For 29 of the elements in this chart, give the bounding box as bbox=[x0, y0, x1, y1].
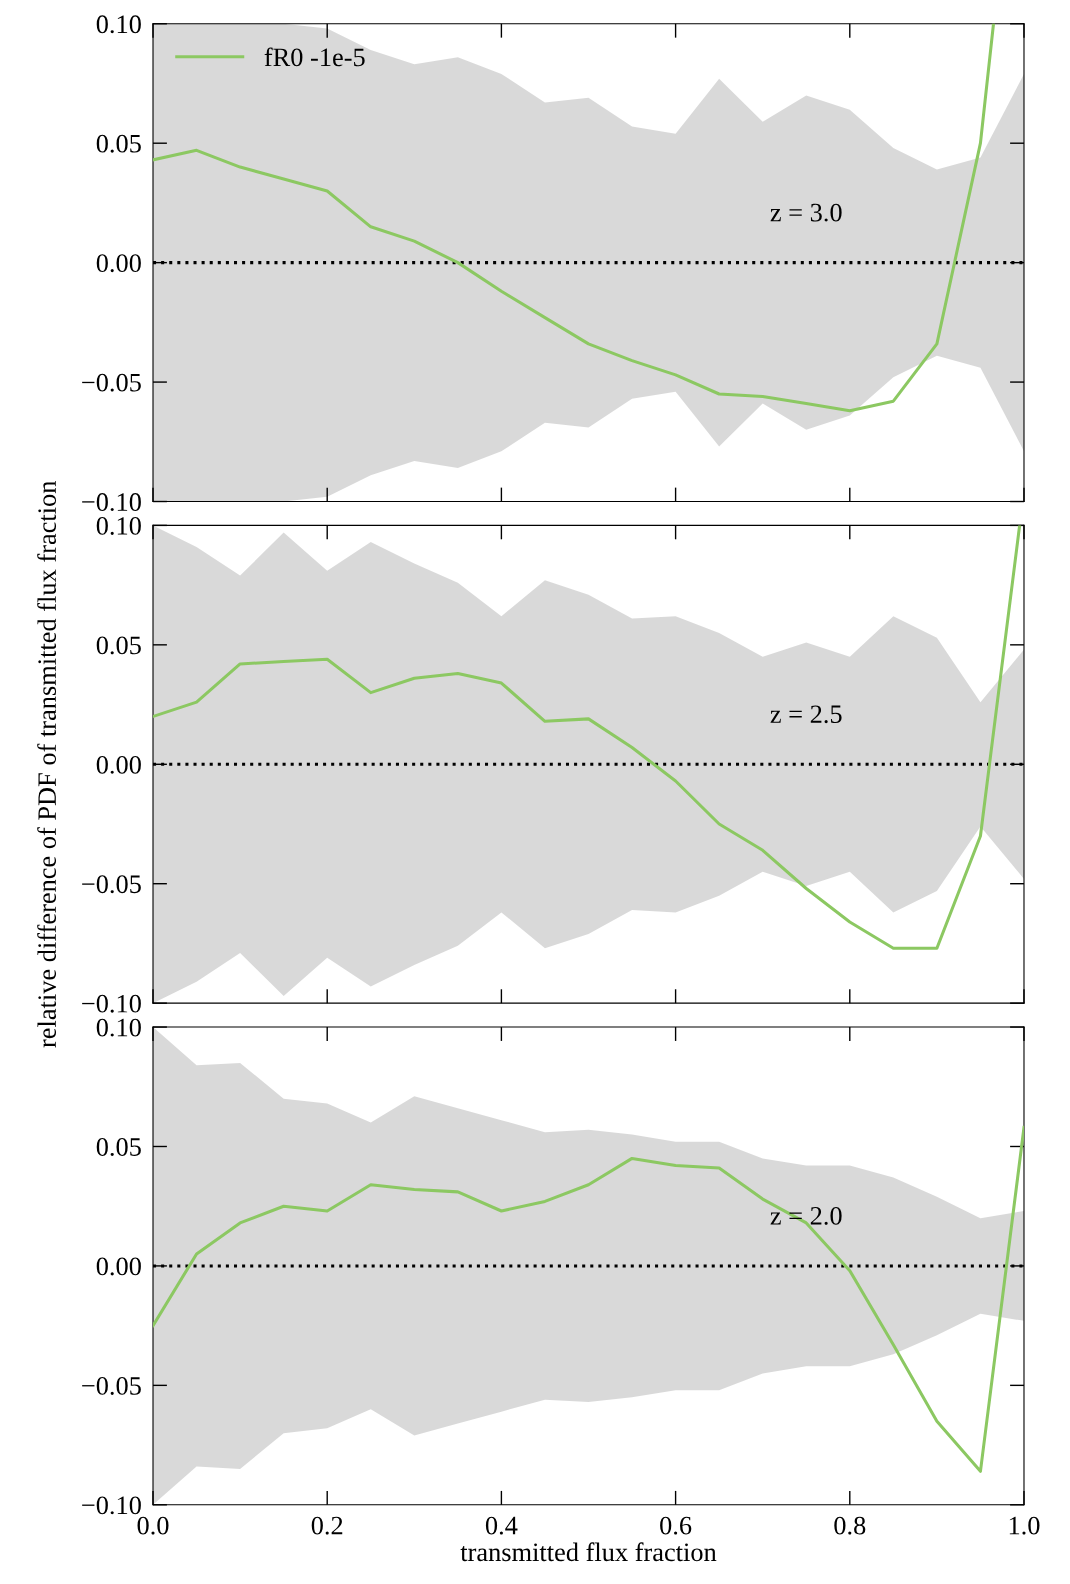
y-tick-label: 0.00 bbox=[96, 254, 141, 273]
y-axis-title: relative difference of PDF of transmitted flux fraction bbox=[37, 480, 57, 1048]
x-tick-label: 0.4 bbox=[485, 1516, 518, 1535]
y-tick-label: 0.05 bbox=[96, 636, 141, 655]
x-tick-label: 0.6 bbox=[660, 1516, 692, 1535]
y-tick-label: −0.05 bbox=[82, 875, 141, 894]
y-tick-label: 0.05 bbox=[96, 134, 141, 153]
y-tick-label: 0.00 bbox=[96, 1257, 141, 1276]
y-tick-label: 0.10 bbox=[96, 1018, 141, 1037]
x-axis-title: transmitted flux fraction bbox=[460, 1542, 717, 1562]
line-series bbox=[153, 1125, 1024, 1473]
x-tick-label: 0.2 bbox=[311, 1516, 343, 1535]
y-tick-label: 0.00 bbox=[96, 755, 141, 774]
legend-label: fR0 -1e-5 bbox=[264, 47, 365, 67]
y-tick-label: −0.10 bbox=[82, 994, 141, 1013]
y-tick-label: 0.10 bbox=[96, 517, 141, 535]
x-tick-label: 0.8 bbox=[834, 1516, 866, 1535]
annotation: z = 2.0 bbox=[770, 1206, 842, 1225]
x-tick-label: 1.0 bbox=[1009, 1516, 1040, 1535]
line-series bbox=[153, 23, 996, 413]
annotation: z = 3.0 bbox=[770, 203, 842, 222]
x-tick-label: 0.0 bbox=[137, 1516, 169, 1535]
annotation: z = 2.5 bbox=[770, 705, 842, 724]
y-tick-label: −0.05 bbox=[82, 373, 141, 392]
y-tick-label: −0.10 bbox=[82, 493, 141, 512]
y-tick-label: 0.05 bbox=[96, 1138, 141, 1157]
y-tick-label: −0.05 bbox=[82, 1376, 141, 1395]
y-tick-label: 0.10 bbox=[96, 15, 141, 34]
y-tick-label: −0.10 bbox=[82, 1496, 141, 1515]
